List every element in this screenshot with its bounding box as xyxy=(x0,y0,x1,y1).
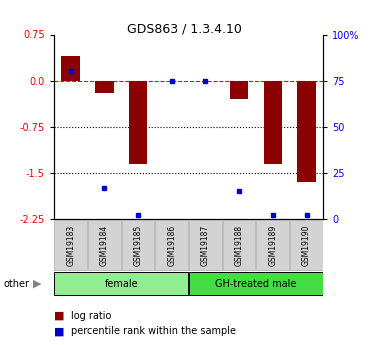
Bar xyxy=(155,220,188,270)
Bar xyxy=(129,81,147,164)
Text: percentile rank within the sample: percentile rank within the sample xyxy=(71,326,236,336)
Text: GDS863 / 1.3.4.10: GDS863 / 1.3.4.10 xyxy=(127,22,242,36)
Bar xyxy=(88,220,121,270)
Bar xyxy=(189,220,222,270)
Bar xyxy=(189,272,323,295)
Text: log ratio: log ratio xyxy=(71,311,112,321)
Text: other: other xyxy=(4,279,30,288)
Text: ■: ■ xyxy=(54,326,64,336)
Text: GSM19188: GSM19188 xyxy=(235,224,244,266)
Text: GSM19184: GSM19184 xyxy=(100,224,109,266)
Bar xyxy=(95,81,114,93)
Text: GSM19183: GSM19183 xyxy=(66,224,75,266)
Text: ■: ■ xyxy=(54,311,64,321)
Bar xyxy=(230,81,248,99)
Text: female: female xyxy=(104,279,138,289)
Text: GSM19190: GSM19190 xyxy=(302,224,311,266)
Bar xyxy=(223,220,255,270)
Text: GSM19189: GSM19189 xyxy=(268,224,277,266)
Bar xyxy=(297,81,316,182)
Bar xyxy=(256,220,289,270)
Bar xyxy=(54,272,188,295)
Text: GH-treated male: GH-treated male xyxy=(215,279,297,289)
Text: GSM19186: GSM19186 xyxy=(167,224,176,266)
Bar xyxy=(122,220,154,270)
Bar xyxy=(62,56,80,81)
Bar xyxy=(54,220,87,270)
Bar xyxy=(264,81,282,164)
Bar xyxy=(290,220,323,270)
Text: ▶: ▶ xyxy=(33,279,41,288)
Text: GSM19185: GSM19185 xyxy=(134,224,142,266)
Text: GSM19187: GSM19187 xyxy=(201,224,210,266)
